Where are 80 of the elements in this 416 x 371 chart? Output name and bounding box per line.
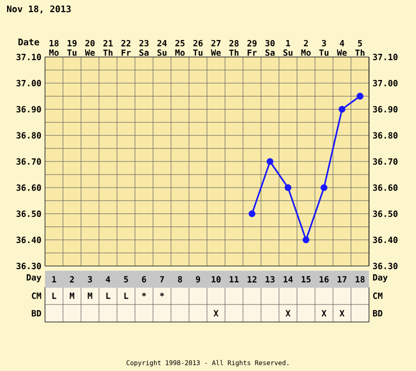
- x-tick-label: 5 Th: [355, 40, 364, 56]
- y2-tick-label: 36.30: [373, 262, 398, 270]
- x-tick-label: 26 Tu: [193, 40, 203, 56]
- x-tick-label: 12: [248, 276, 256, 282]
- x-tick-label: 13: [266, 276, 275, 283]
- x-tick-label: 2 Mo: [301, 40, 311, 56]
- text: X: [286, 310, 290, 316]
- x-tick-label: 9: [196, 276, 200, 282]
- text: X: [214, 310, 218, 316]
- x-tick-label: 14: [284, 276, 293, 282]
- point: [284, 184, 292, 192]
- text: X: [340, 310, 344, 316]
- x-tick-label: 27 We: [210, 40, 221, 56]
- y-tick-label: 36.50: [16, 210, 41, 217]
- x-tick-label: 15: [302, 276, 311, 282]
- text: *: [142, 292, 146, 297]
- x-tick-label: 20 We: [84, 40, 95, 56]
- y2-tick-label: CM: [373, 292, 382, 299]
- x-tick-label: 16: [320, 276, 329, 282]
- y2-tick-label: 36.60: [373, 184, 398, 191]
- x-tick-label: 21 Th: [103, 40, 113, 56]
- y-tick-label: 36.30: [16, 262, 41, 270]
- point: [302, 236, 310, 244]
- x-tick-label: 18 Mo: [49, 40, 59, 56]
- x-tick-label: 29 Fr: [247, 40, 257, 56]
- x-tick-label: 24 Su: [157, 40, 167, 56]
- x-tick-label: 10: [212, 276, 221, 283]
- text: L: [52, 292, 56, 299]
- x-tick-label: 6: [142, 276, 146, 282]
- x-tick-label: 28 Th: [229, 40, 239, 56]
- x-tick-label: 11: [230, 276, 239, 282]
- x-axis-title: Date: [18, 38, 40, 46]
- text: X: [322, 310, 326, 316]
- text: M: [88, 292, 92, 299]
- y-tick-label: CM: [32, 292, 42, 299]
- x-tick-label: 18: [356, 276, 365, 283]
- text: L: [124, 292, 128, 299]
- x-tick-label: 5: [124, 276, 128, 282]
- y2-tick-label: 36.40: [373, 236, 398, 244]
- y-tick-label: 36.70: [16, 158, 41, 165]
- point: [248, 210, 256, 218]
- y-tick-label: 36.90: [16, 106, 41, 112]
- x-tick-label: 30 Sa: [265, 40, 275, 56]
- y2-tick-label: 36.80: [373, 132, 398, 139]
- text: *: [160, 292, 164, 297]
- chart-title: Nov 18, 2013: [7, 6, 71, 14]
- x-tick-label: 4: [106, 276, 110, 282]
- x-tick-label: 23 Sa: [139, 40, 149, 56]
- x-tick-label: 7: [160, 276, 164, 282]
- x-axis-title: Day: [26, 274, 42, 282]
- y2-tick-label: BD: [373, 310, 382, 316]
- x-tick-label: 19 Tu: [67, 40, 77, 56]
- point: [266, 158, 274, 165]
- y-tick-label: 36.60: [16, 184, 41, 191]
- y2-tick-label: 37.00: [373, 80, 398, 86]
- x-tick-label: 3 Tu: [319, 40, 328, 56]
- y-tick-label: 36.80: [16, 132, 41, 139]
- x-tick-label: 4 We: [336, 40, 347, 56]
- point: [320, 184, 328, 192]
- y-tick-label: 37.10: [16, 54, 41, 60]
- y-tick-label: 37.00: [16, 80, 41, 86]
- text: L: [106, 292, 110, 299]
- y2-tick-label: 36.90: [373, 106, 398, 112]
- y-tick-label: BD: [32, 310, 42, 316]
- x-tick-label: 1 Su: [283, 40, 292, 56]
- x-tick-label: 2: [70, 276, 74, 282]
- y2-tick-label: 37.10: [373, 54, 398, 60]
- text: Day: [373, 274, 388, 282]
- x-tick-label: 3: [88, 276, 92, 283]
- x-tick-label: 8: [178, 276, 182, 283]
- y2-tick-label: 36.70: [373, 158, 398, 165]
- text: M: [70, 292, 74, 299]
- point: [338, 106, 346, 113]
- x-tick-label: 17: [338, 276, 346, 282]
- x-tick-label: 22 Fr: [121, 40, 131, 56]
- y2-tick-label: 36.50: [373, 210, 398, 217]
- x-tick-label: 25 Mo: [175, 40, 185, 56]
- x-tick-label: 1: [52, 276, 56, 282]
- point: [356, 92, 364, 100]
- y-tick-label: 36.40: [16, 236, 41, 244]
